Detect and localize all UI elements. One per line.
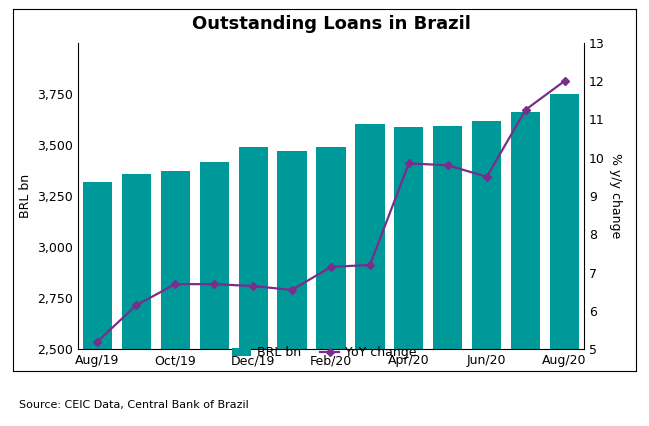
Legend: BRL bn, YoY change: BRL bn, YoY change bbox=[227, 341, 422, 364]
Bar bbox=[122, 175, 151, 426]
Bar bbox=[434, 127, 462, 426]
Bar bbox=[82, 181, 112, 426]
Bar bbox=[239, 147, 268, 426]
Bar bbox=[200, 162, 229, 426]
Bar bbox=[278, 151, 306, 426]
Bar bbox=[356, 124, 384, 426]
Bar bbox=[511, 112, 541, 426]
Title: Outstanding Loans in Brazil: Outstanding Loans in Brazil bbox=[191, 15, 471, 33]
Text: Source: CEIC Data, Central Bank of Brazil: Source: CEIC Data, Central Bank of Brazi… bbox=[19, 400, 249, 410]
Y-axis label: % y/y change: % y/y change bbox=[609, 153, 622, 239]
Bar bbox=[550, 94, 580, 426]
Bar bbox=[317, 147, 346, 426]
Bar bbox=[472, 121, 502, 426]
Bar bbox=[395, 127, 424, 426]
Y-axis label: BRL bn: BRL bn bbox=[19, 174, 32, 218]
Bar bbox=[161, 171, 190, 426]
